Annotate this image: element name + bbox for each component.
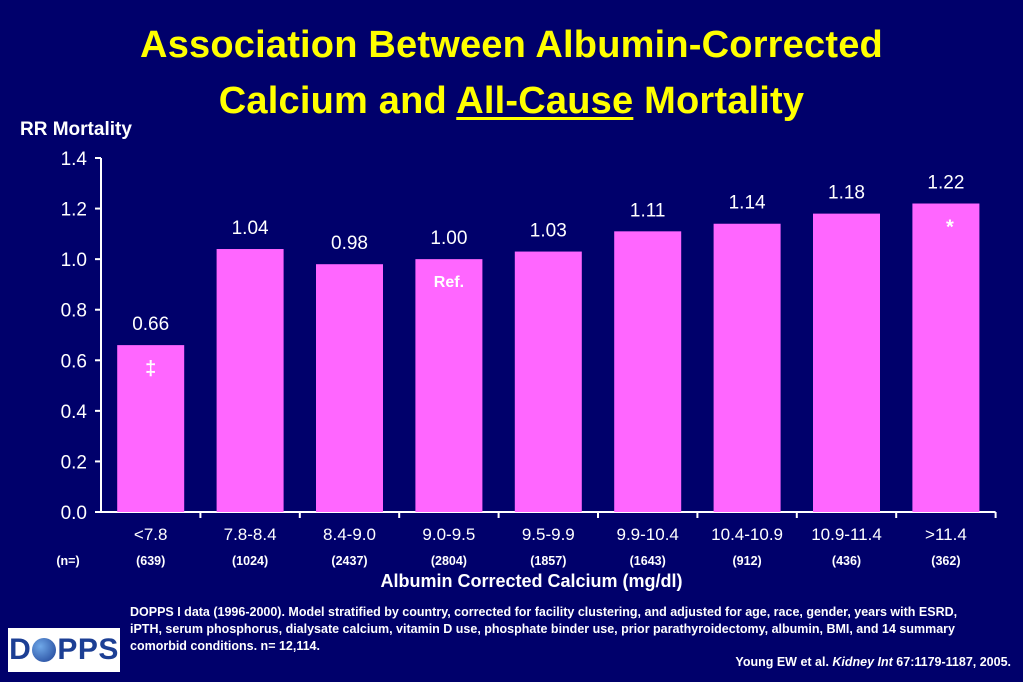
bar-annotation: ‡: [145, 358, 156, 380]
bar-value-label: 1.18: [828, 183, 865, 204]
n-value-label: (912): [733, 554, 762, 568]
bar-9: [912, 203, 980, 512]
bar-value-label: 0.66: [132, 314, 169, 335]
x-tick-label: <7.8: [134, 525, 168, 544]
globe-icon: [32, 638, 57, 662]
bar-annotation: *: [946, 217, 954, 239]
citation-journal: Kidney Int: [832, 655, 893, 669]
x-tick-label: 9.5-9.9: [522, 525, 575, 544]
bar-7: [713, 223, 781, 512]
x-tick-label: 10.4-10.9: [711, 525, 783, 544]
title-text-underlined: All-Cause: [456, 80, 634, 122]
footnote: DOPPS I data (1996-2000). Model stratifi…: [130, 605, 958, 653]
x-tick-label: 9.9-10.4: [617, 525, 679, 544]
y-tick-label: 1.0: [61, 250, 87, 271]
bar-2: [216, 249, 284, 512]
n-value-label: (639): [136, 554, 165, 568]
chart-title-line1: Association Between Albumin-Corrected: [140, 24, 883, 66]
n-value-label: (362): [931, 554, 960, 568]
citation: Young EW et al. Kidney Int 67:1179-1187,…: [735, 655, 1011, 669]
logo-letter: D: [9, 633, 32, 666]
y-tick-label: 1.4: [61, 149, 88, 170]
x-tick-label: 8.4-9.0: [323, 525, 376, 544]
bar-value-label: 1.03: [530, 221, 567, 242]
bar-1: [117, 345, 185, 512]
bar-annotation: Ref.: [434, 274, 464, 291]
n-row-label: (n=): [56, 554, 79, 568]
bar-4: [415, 259, 483, 512]
citation-details: 67:1179-1187, 2005.: [892, 655, 1011, 669]
n-value-label: (2437): [331, 554, 367, 568]
bar-5: [514, 251, 582, 513]
bar-3: [316, 264, 383, 512]
logo-letters: PPS: [57, 633, 119, 666]
bar-6: [614, 231, 682, 513]
bar-value-label: 1.04: [232, 218, 269, 239]
x-tick-label: 9.0-9.5: [422, 525, 475, 544]
x-tick-label: >11.4: [925, 525, 967, 544]
citation-authors: Young EW et al.: [735, 655, 833, 669]
y-tick-label: 0.6: [61, 351, 87, 372]
x-tick-label: 10.9-11.4: [811, 525, 882, 544]
bar-value-label: 1.11: [630, 200, 666, 221]
title-text-post: Mortality: [633, 80, 805, 122]
n-value-label: (1857): [530, 554, 566, 568]
n-value-label: (2804): [431, 554, 467, 568]
title-text-pre: Calcium and: [218, 80, 457, 122]
bar-value-label: 1.00: [430, 228, 467, 249]
bar-value-label: 1.14: [729, 193, 766, 214]
n-value-label: (1024): [232, 554, 268, 568]
y-tick-label: 1.2: [61, 200, 87, 221]
y-tick-label: 0.2: [61, 452, 87, 473]
chart-title-line2: Calcium and All-Cause Mortality: [0, 80, 1023, 123]
n-value-label: (1643): [630, 554, 666, 568]
y-tick-label: 0.4: [61, 402, 88, 423]
y-tick-label: 0.0: [61, 503, 87, 524]
y-axis-label: RR Mortality: [20, 119, 132, 140]
x-axis-label: Albumin Corrected Calcium (mg/dl): [380, 571, 683, 591]
bar-value-label: 0.98: [331, 233, 368, 254]
n-value-label: (436): [832, 554, 861, 568]
x-tick-label: 7.8-8.4: [224, 525, 277, 544]
dopps-logo: D PPS: [8, 628, 120, 672]
bar-value-label: 1.22: [927, 173, 964, 194]
y-tick-label: 0.8: [61, 301, 87, 322]
bar-8: [813, 213, 880, 512]
